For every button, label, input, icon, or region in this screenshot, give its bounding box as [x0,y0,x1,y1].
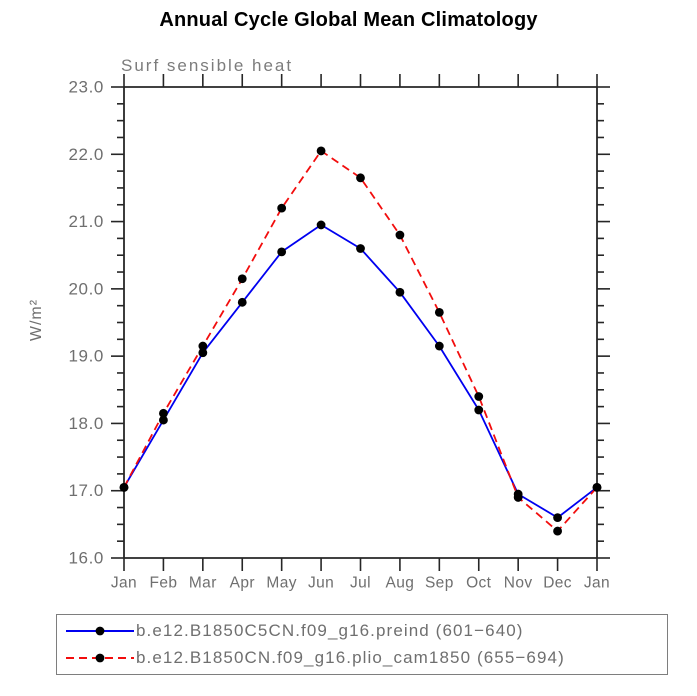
svg-text:17.0: 17.0 [69,481,105,500]
svg-text:Jul: Jul [350,575,371,592]
svg-text:16.0: 16.0 [69,549,105,568]
plot-area: 16.0 17.0 18.0 19.0 20.0 21.0 22.0 23.0 Jan Feb Ma… [69,74,610,592]
y-axis-label: W/m² [28,298,45,342]
svg-text:19.0: 19.0 [69,347,105,366]
svg-text:Sep: Sep [425,575,454,592]
svg-text:May: May [266,575,296,592]
svg-text:Jun: Jun [308,575,334,592]
svg-text:Apr: Apr [230,575,255,592]
legend-label-series0: b.e12.B1850C5CN.f09_g16.preind (601−640) [136,621,524,640]
svg-text:Mar: Mar [189,575,217,592]
legend-row: b.e12.B1850C5CN.f09_g16.preind (601−640) [64,618,524,644]
svg-text:22.0: 22.0 [69,145,105,164]
chart-subtitle: Surf sensible heat [121,56,294,75]
svg-text:Aug: Aug [386,575,415,592]
legend: b.e12.B1850C5CN.f09_g16.preind (601−640)… [56,614,668,675]
svg-text:18.0: 18.0 [69,414,105,433]
svg-text:Jan: Jan [584,575,610,592]
svg-text:Oct: Oct [466,575,492,592]
legend-line-sample-series0 [66,626,134,636]
svg-text:Dec: Dec [543,575,572,592]
svg-text:Feb: Feb [149,575,177,592]
svg-text:20.0: 20.0 [69,279,105,298]
svg-text:23.0: 23.0 [69,78,105,97]
svg-text:Nov: Nov [504,575,533,592]
chart-title: Annual Cycle Global Mean Climatology [159,9,538,31]
legend-line-sample-series1 [66,653,134,663]
legend-row: b.e12.B1850CN.f09_g16.plio_cam1850 (655−… [64,645,565,671]
svg-text:21.0: 21.0 [69,212,105,231]
legend-label-series1: b.e12.B1850CN.f09_g16.plio_cam1850 (655−… [136,648,565,667]
svg-text:Jan: Jan [111,575,137,592]
